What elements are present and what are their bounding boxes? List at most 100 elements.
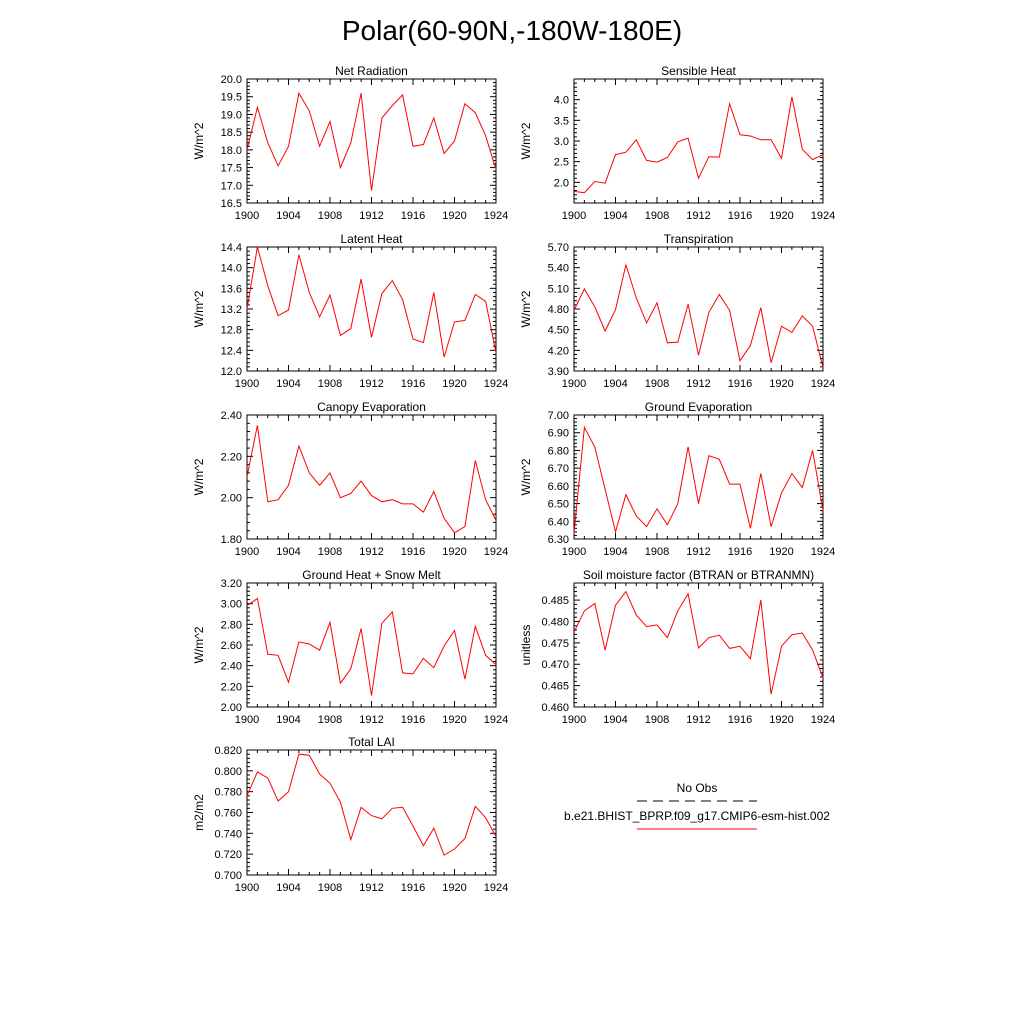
x-tick-label: 1904 [603, 546, 627, 558]
y-tick-label: 2.40 [221, 661, 242, 673]
ground-heat-snow-melt-y-axis-label: W/m^2 [192, 626, 206, 663]
soil-moisture-factor-btran-or-btranmn-y-axis-label: unitless [519, 625, 533, 666]
y-tick-label: 6.30 [548, 534, 569, 546]
x-tick-label: 1920 [442, 714, 466, 726]
x-tick-label: 1904 [276, 378, 300, 390]
y-tick-label: 17.5 [221, 163, 242, 175]
y-tick-label: 6.40 [548, 516, 569, 528]
x-tick-label: 1908 [318, 210, 342, 222]
panel-sensible-heat: 1900 1904 1908 1912 1916 1920 1924 2.0 2.5 3.0 3.5… [519, 64, 835, 222]
y-tick-label: 5.40 [548, 263, 569, 275]
y-tick-label: 19.5 [221, 92, 242, 104]
net-radiation-title: Net Radiation [335, 64, 408, 78]
x-tick-label: 1920 [769, 210, 793, 222]
total-lai-title: Total LAI [348, 735, 395, 749]
legend: No Obs b.e21.BHIST_BPRP.f09_g17.CMIP6-es… [564, 781, 830, 830]
x-tick-label: 1912 [686, 210, 710, 222]
x-tick-label: 1912 [359, 714, 383, 726]
transpiration-series-line [573, 263, 824, 368]
x-tick-label: 1916 [728, 714, 752, 726]
x-tick-label: 1900 [562, 714, 586, 726]
x-tick-label: 1924 [484, 714, 508, 726]
total-lai-y-axis-label: m2/m2 [192, 794, 206, 831]
y-tick-label: 2.00 [221, 702, 242, 714]
ground-evaporation-series-line [573, 425, 824, 534]
canopy-evaporation-title: Canopy Evaporation [317, 400, 426, 414]
sensible-heat-series-line [573, 96, 824, 194]
x-tick-label: 1912 [686, 378, 710, 390]
y-tick-label: 5.70 [548, 242, 569, 254]
y-tick-label: 3.90 [548, 366, 569, 378]
y-tick-label: 2.20 [221, 451, 242, 463]
net-radiation-frame [246, 78, 497, 204]
y-tick-label: 2.0 [554, 177, 569, 189]
panel-transpiration: 1900 1904 1908 1912 1916 1920 1924 3.90 4.20 4.50… [519, 232, 835, 390]
y-tick-label: 4.20 [548, 345, 569, 357]
y-tick-label: 12.4 [221, 345, 242, 357]
x-tick-label: 1904 [276, 714, 300, 726]
y-tick-label: 6.50 [548, 499, 569, 511]
x-tick-label: 1908 [645, 210, 669, 222]
x-tick-label: 1920 [442, 210, 466, 222]
x-tick-label: 1908 [318, 882, 342, 894]
y-tick-label: 3.00 [221, 599, 242, 611]
soil-moisture-factor-btran-or-btranmn-series-line [573, 590, 824, 695]
x-tick-label: 1920 [769, 714, 793, 726]
x-tick-label: 1904 [603, 714, 627, 726]
latent-heat-frame [246, 246, 497, 372]
y-tick-label: 6.60 [548, 481, 569, 493]
ground-evaporation-y-axis-label: W/m^2 [519, 458, 533, 495]
transpiration-title: Transpiration [664, 232, 734, 246]
x-tick-label: 1924 [811, 546, 835, 558]
y-tick-label: 17.0 [221, 180, 242, 192]
y-tick-label: 0.470 [541, 659, 569, 671]
y-tick-label: 3.5 [554, 115, 569, 127]
x-tick-label: 1900 [235, 210, 259, 222]
canopy-evaporation-y-axis-label: W/m^2 [192, 458, 206, 495]
y-tick-label: 0.800 [214, 766, 242, 778]
y-tick-label: 1.80 [221, 534, 242, 546]
y-tick-label: 5.10 [548, 283, 569, 295]
sensible-heat-title: Sensible Heat [661, 64, 736, 78]
y-tick-label: 12.0 [221, 366, 242, 378]
y-tick-label: 2.60 [221, 640, 242, 652]
x-tick-label: 1912 [359, 546, 383, 558]
y-tick-label: 12.8 [221, 325, 242, 337]
latent-heat-title: Latent Heat [340, 232, 403, 246]
y-tick-label: 4.0 [554, 95, 569, 107]
total-lai-series-line [246, 753, 497, 856]
y-tick-label: 0.465 [541, 681, 569, 693]
latent-heat-series-line [246, 246, 497, 358]
y-tick-label: 3.0 [554, 136, 569, 148]
x-tick-label: 1904 [276, 210, 300, 222]
x-tick-label: 1900 [562, 378, 586, 390]
panel-ground-heat-snow-melt: 1900 1904 1908 1912 1916 1920 1924 2.00 2.20 2.40… [192, 568, 508, 726]
y-tick-label: 7.00 [548, 410, 569, 422]
y-tick-label: 0.485 [541, 595, 569, 607]
x-tick-label: 1916 [401, 378, 425, 390]
y-tick-label: 0.475 [541, 638, 569, 650]
x-tick-label: 1924 [484, 882, 508, 894]
x-tick-label: 1908 [645, 378, 669, 390]
x-tick-label: 1904 [276, 546, 300, 558]
panel-net-radiation: 1900 1904 1908 1912 1916 1920 1924 16.5 17.0 17.5… [192, 64, 508, 222]
ground-heat-snow-melt-title: Ground Heat + Snow Melt [302, 568, 441, 582]
y-tick-label: 2.40 [221, 410, 242, 422]
ground-evaporation-title: Ground Evaporation [645, 400, 752, 414]
x-tick-label: 1908 [645, 546, 669, 558]
y-tick-label: 19.0 [221, 109, 242, 121]
x-tick-label: 1916 [401, 882, 425, 894]
x-tick-label: 1912 [686, 714, 710, 726]
y-tick-label: 2.20 [221, 681, 242, 693]
x-tick-label: 1924 [811, 714, 835, 726]
sensible-heat-y-axis-label: W/m^2 [519, 122, 533, 159]
transpiration-frame [573, 246, 824, 372]
y-tick-label: 2.00 [221, 493, 242, 505]
x-tick-label: 1924 [484, 210, 508, 222]
y-tick-label: 4.80 [548, 304, 569, 316]
panel-soil-moisture-factor-btran-or-btranmn: 1900 1904 1908 1912 1916 1920 1924 0.460 0.465 0.… [519, 568, 835, 726]
net-radiation-series-line [246, 91, 497, 191]
y-tick-label: 18.0 [221, 145, 242, 157]
x-tick-label: 1924 [811, 210, 835, 222]
